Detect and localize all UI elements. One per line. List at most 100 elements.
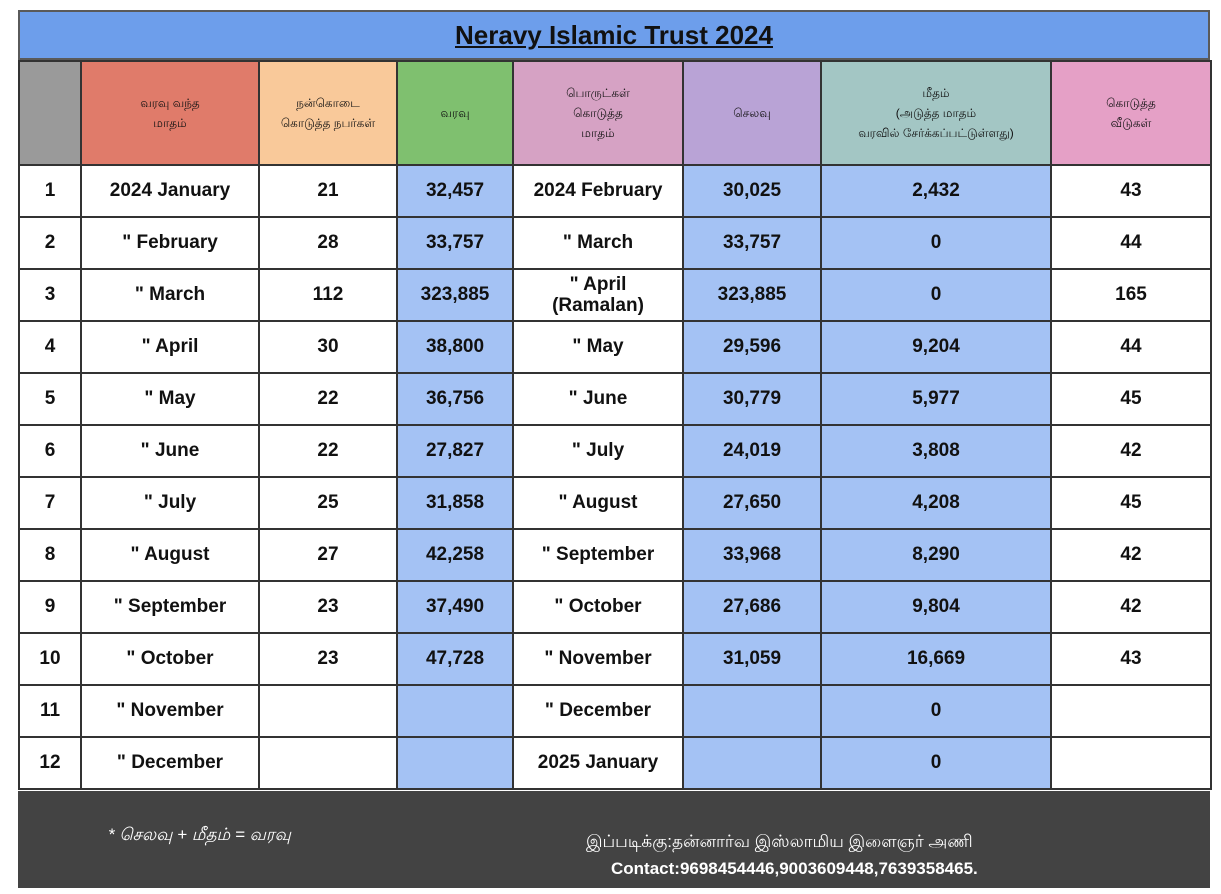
cell-month-provided: " April (Ramalan) — [512, 268, 684, 322]
table-row: 10 " October 23 47,728 " November 31,059 16,66… — [18, 632, 1212, 686]
cell-num: 7 — [18, 476, 82, 530]
header-expense: செலவு — [682, 60, 822, 166]
cell-income: 33,757 — [396, 216, 514, 270]
cell-donors — [258, 684, 398, 738]
cell-num: 9 — [18, 580, 82, 634]
cell-houses: 45 — [1050, 476, 1212, 530]
table-row: 5 " May 22 36,756 " June 30,779 5,977 45 — [18, 372, 1212, 426]
cell-balance: 16,669 — [820, 632, 1052, 686]
table-row: 12 " December 2025 January 0 — [18, 736, 1212, 790]
cell-income: 38,800 — [396, 320, 514, 374]
cell-expense: 30,779 — [682, 372, 822, 426]
table-row: 11 " November " December 0 — [18, 684, 1212, 738]
cell-balance: 0 — [820, 216, 1052, 270]
cell-income: 47,728 — [396, 632, 514, 686]
cell-expense: 33,757 — [682, 216, 822, 270]
table-row: 6 " June 22 27,827 " July 24,019 3,808 42 — [18, 424, 1212, 478]
cell-donors: 21 — [258, 164, 398, 218]
cell-income: 36,756 — [396, 372, 514, 426]
cell-month-in: " March — [80, 268, 260, 322]
header-balance: மீதம் (அடுத்த மாதம் வரவில் சேர்க்கப்பட்டுள… — [820, 60, 1052, 166]
cell-donors: 30 — [258, 320, 398, 374]
cell-month-provided: " June — [512, 372, 684, 426]
cell-num: 8 — [18, 528, 82, 582]
cell-num: 6 — [18, 424, 82, 478]
cell-month-provided: 2024 February — [512, 164, 684, 218]
cell-balance: 5,977 — [820, 372, 1052, 426]
cell-num: 3 — [18, 268, 82, 322]
table-row: 7 " July 25 31,858 " August 27,650 4,208 45 — [18, 476, 1212, 530]
cell-donors: 25 — [258, 476, 398, 530]
header-row: வரவு வந்த மாதம் நன்கொடை கொடுத்த நபர்கள் வர… — [18, 60, 1212, 166]
header-month-provided: பொருட்கள் கொடுத்த மாதம் — [512, 60, 684, 166]
cell-donors: 112 — [258, 268, 398, 322]
cell-expense — [682, 684, 822, 738]
cell-income — [396, 684, 514, 738]
cell-houses: 42 — [1050, 528, 1212, 582]
cell-month-provided: " October — [512, 580, 684, 634]
cell-month-provided: " November — [512, 632, 684, 686]
cell-month-in: " September — [80, 580, 260, 634]
cell-balance: 4,208 — [820, 476, 1052, 530]
cell-houses: 43 — [1050, 164, 1212, 218]
cell-income — [396, 736, 514, 790]
cell-donors: 28 — [258, 216, 398, 270]
cell-houses: 44 — [1050, 216, 1212, 270]
cell-income: 323,885 — [396, 268, 514, 322]
cell-income: 31,858 — [396, 476, 514, 530]
cell-houses — [1050, 736, 1212, 790]
cell-donors: 23 — [258, 632, 398, 686]
credit-line: இப்படிக்கு:தன்னார்வ இஸ்லாமிய இளைஞர் அணி — [586, 832, 973, 851]
footer: * செலவு + மீதம் = வரவு இப்படிக்கு:தன்னார… — [18, 791, 1210, 888]
cell-income: 42,258 — [396, 528, 514, 582]
cell-month-provided: " December — [512, 684, 684, 738]
header-num — [18, 60, 82, 166]
cell-month-in: " May — [80, 372, 260, 426]
table-row: 4 " April 30 38,800 " May 29,596 9,204 44 — [18, 320, 1212, 374]
cell-num: 12 — [18, 736, 82, 790]
cell-month-provided: " July — [512, 424, 684, 478]
cell-expense: 33,968 — [682, 528, 822, 582]
cell-houses: 42 — [1050, 424, 1212, 478]
cell-num: 1 — [18, 164, 82, 218]
cell-income: 37,490 — [396, 580, 514, 634]
cell-income: 27,827 — [396, 424, 514, 478]
cell-balance: 9,804 — [820, 580, 1052, 634]
cell-balance: 3,808 — [820, 424, 1052, 478]
cell-houses: 44 — [1050, 320, 1212, 374]
cell-houses: 43 — [1050, 632, 1212, 686]
cell-balance: 0 — [820, 268, 1052, 322]
cell-houses: 165 — [1050, 268, 1212, 322]
cell-num: 11 — [18, 684, 82, 738]
cell-houses: 42 — [1050, 580, 1212, 634]
cell-month-in: " August — [80, 528, 260, 582]
cell-num: 4 — [18, 320, 82, 374]
table-row: 2 " February 28 33,757 " March 33,757 0 44 — [18, 216, 1212, 270]
cell-month-in: " June — [80, 424, 260, 478]
cell-month-in: 2024 January — [80, 164, 260, 218]
cell-expense: 31,059 — [682, 632, 822, 686]
table-row: 1 2024 January 21 32,457 2024 February 30,025… — [18, 164, 1212, 218]
cell-month-in: " October — [80, 632, 260, 686]
cell-balance: 8,290 — [820, 528, 1052, 582]
cell-balance: 0 — [820, 736, 1052, 790]
cell-expense: 30,025 — [682, 164, 822, 218]
cell-donors: 23 — [258, 580, 398, 634]
header-income: வரவு — [396, 60, 514, 166]
cell-expense: 27,650 — [682, 476, 822, 530]
cell-month-in: " December — [80, 736, 260, 790]
cell-num: 2 — [18, 216, 82, 270]
cell-balance: 0 — [820, 684, 1052, 738]
cell-month-in: " July — [80, 476, 260, 530]
cell-month-in: " February — [80, 216, 260, 270]
formula-note: * செலவு + மீதம் = வரவு — [108, 825, 291, 844]
cell-donors: 22 — [258, 424, 398, 478]
cell-month-provided: " May — [512, 320, 684, 374]
cell-balance: 2,432 — [820, 164, 1052, 218]
cell-expense: 24,019 — [682, 424, 822, 478]
cell-donors: 22 — [258, 372, 398, 426]
table-row: 9 " September 23 37,490 " October 27,686 9,804… — [18, 580, 1212, 634]
cell-expense: 29,596 — [682, 320, 822, 374]
header-donors: நன்கொடை கொடுத்த நபர்கள் — [258, 60, 398, 166]
cell-num: 5 — [18, 372, 82, 426]
